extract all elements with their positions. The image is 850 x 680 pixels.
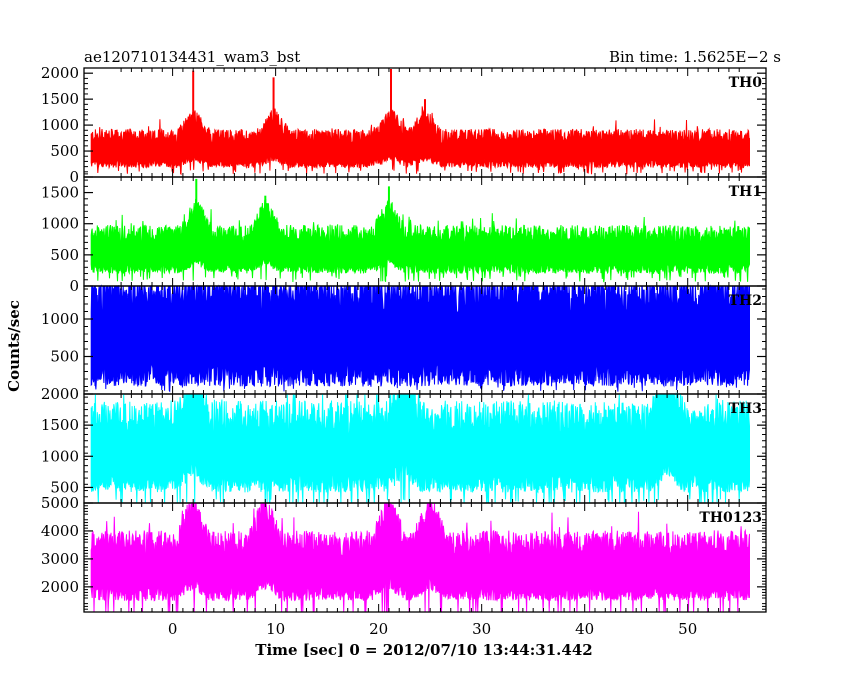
y-tick-label-th0123: 5000 — [41, 494, 79, 512]
panel-th2: 500 1000 TH2 — [41, 284, 767, 395]
panel-label-th0123: TH0123 — [699, 510, 762, 526]
y-tick-label-th0123: 4000 — [41, 522, 79, 540]
y-tick-label-th1: 0 — [69, 277, 79, 295]
panel-label-th0: TH0 — [729, 75, 763, 91]
y-tick-label-th3: 500 — [50, 478, 79, 496]
y-tick-label-th1: 1500 — [41, 184, 79, 202]
panel-th0: 0 500 1000 1500 2000 TH0 — [41, 64, 767, 186]
series-area-th0123 — [90, 501, 750, 613]
y-tick-label-th2: 1000 — [41, 310, 79, 328]
series-area-th1 — [90, 198, 750, 283]
y-tick-label-th0: 1000 — [41, 116, 79, 134]
panel-frame-th0123 — [83, 502, 767, 613]
y-tick-label-th0: 1500 — [41, 90, 79, 108]
y-tick-label-th3: 2000 — [41, 385, 79, 403]
y-tick-label-th0: 500 — [50, 142, 79, 160]
y-tick-label-th0: 2000 — [41, 64, 79, 82]
panel-th0123: 2000 3000 4000 5000 TH0123 — [41, 494, 767, 613]
y-tick-label-th1: 1000 — [41, 215, 79, 233]
y-tick-label-th2: 500 — [50, 348, 79, 366]
y-tick-label-th3: 1500 — [41, 416, 79, 434]
y-tick-label-th1: 500 — [50, 246, 79, 264]
y-tick-label-th0: 0 — [69, 168, 79, 186]
y-axis-title: Counts/sec — [5, 300, 23, 392]
panel-th3: 500 1000 1500 2000 TH3 — [41, 385, 767, 504]
x-tick-label: 30 — [472, 620, 491, 638]
header-left-title: ae120710134431_wam3_bst — [84, 48, 300, 66]
panel-th1: 0 500 1000 1500 TH1 — [41, 173, 767, 295]
x-tick-label: 50 — [678, 620, 697, 638]
y-tick-label-th0123: 3000 — [41, 550, 79, 568]
x-tick-label: 0 — [168, 620, 178, 638]
y-tick-label-th3: 1000 — [41, 447, 79, 465]
x-tick-label: 20 — [369, 620, 388, 638]
header-right-title: Bin time: 1.5625E−2 s — [609, 48, 781, 66]
x-tick-label: 40 — [575, 620, 594, 638]
panel-label-th3: TH3 — [729, 401, 762, 417]
series-area-th0 — [90, 105, 750, 176]
series-area-th2 — [90, 284, 750, 393]
series-area-th3 — [90, 392, 750, 504]
panel-label-th1: TH1 — [729, 184, 762, 200]
y-tick-label-th0123: 2000 — [41, 578, 79, 596]
x-axis-title: Time [sec] 0 = 2012/07/10 13:44:31.442 — [255, 641, 592, 659]
panel-label-th2: TH2 — [729, 293, 762, 309]
x-tick-label: 10 — [266, 620, 285, 638]
